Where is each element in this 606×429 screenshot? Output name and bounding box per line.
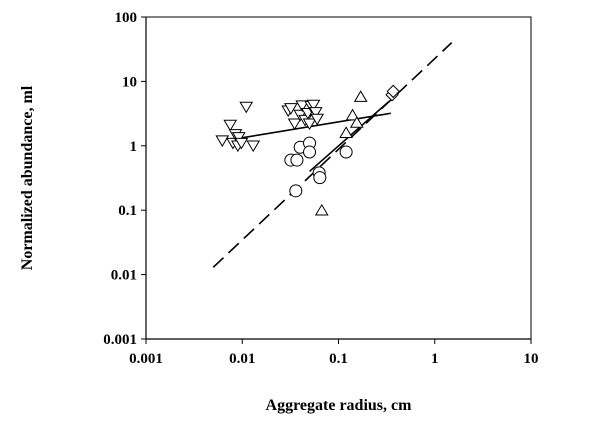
triangle-down-marker (306, 99, 321, 112)
triangle-up-marker (353, 90, 368, 102)
x-axis: 0.001 0.01 0.1 1 10 (129, 338, 539, 367)
circle-marker (289, 184, 303, 198)
solid-fit-line (237, 112, 391, 140)
x-tick-label: 0.001 (129, 351, 163, 367)
triangle-up-marker (349, 116, 364, 128)
triangle-down-marker (246, 140, 261, 153)
triangle-down-marker (223, 119, 238, 132)
triangle-down-marker (310, 113, 325, 126)
triangle-down-marker (234, 137, 249, 150)
data-markers (215, 84, 400, 216)
y-tick-label: 0.001 (103, 332, 137, 348)
dashed-fit-line (212, 42, 453, 268)
fit-lines (212, 42, 453, 268)
triangle-down-marker (302, 118, 317, 131)
y-axis: 0.001 0.01 0.1 1 10 100 (103, 10, 147, 348)
triangle-down-marker (215, 135, 230, 148)
circle-marker (290, 153, 304, 167)
circle-marker (303, 145, 317, 159)
circle-marker (313, 171, 327, 185)
triangle-up-marker (314, 203, 329, 216)
triangle-down-marker (231, 132, 246, 144)
triangle-down-marker (239, 101, 254, 114)
x-tick-label: 10 (524, 351, 539, 367)
y-tick-label: 0.01 (111, 268, 137, 284)
y-tick-label: 0.1 (118, 203, 137, 219)
triangle-down-marker (295, 100, 310, 113)
x-tick-label: 0.1 (329, 351, 348, 367)
circle-marker (339, 145, 353, 159)
y-tick-label: 1 (130, 139, 138, 155)
plot-frame (145, 16, 532, 340)
triangle-up-marker (345, 108, 360, 121)
y-tick-label: 10 (122, 74, 137, 90)
triangle-down-marker (308, 107, 323, 119)
triangle-down-marker (283, 103, 298, 115)
y-axis-title: Normalized abundance, ml (19, 85, 36, 270)
triangle-up-marker (339, 126, 353, 138)
x-tick-label: 1 (431, 351, 439, 367)
plot-area (145, 16, 532, 340)
x-tick-label: 0.01 (229, 351, 255, 367)
triangle-down-marker (287, 118, 302, 131)
y-tick-label: 100 (115, 10, 138, 26)
x-axis-title: Aggregate radius, cm (266, 397, 413, 414)
diamond-marker (386, 84, 400, 99)
